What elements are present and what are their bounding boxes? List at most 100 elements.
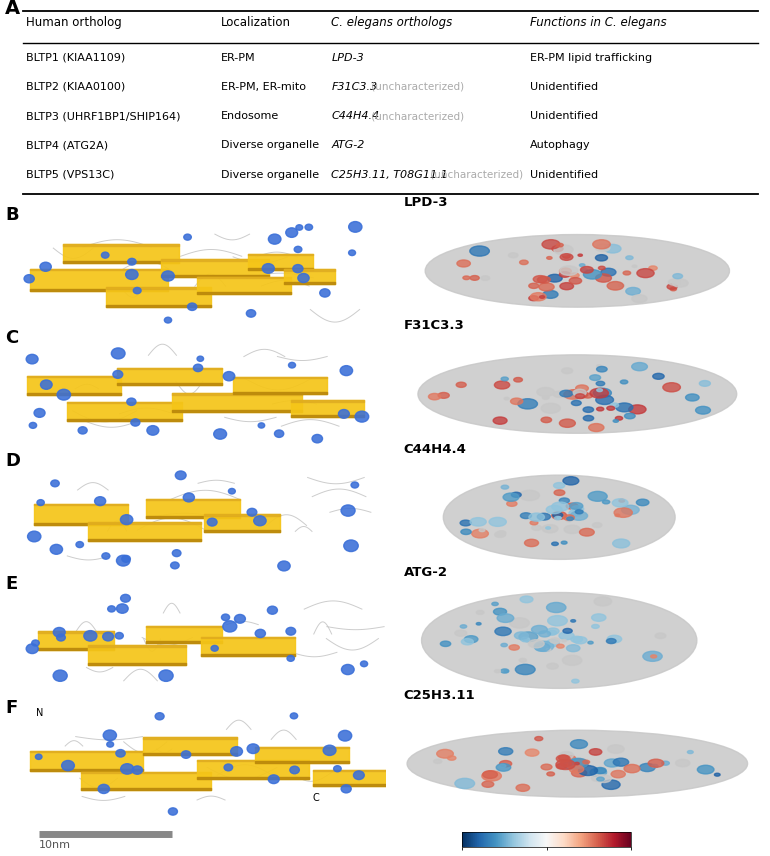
Ellipse shape	[507, 501, 517, 507]
Text: D: D	[5, 452, 20, 470]
Ellipse shape	[531, 526, 541, 531]
Ellipse shape	[547, 603, 566, 613]
Ellipse shape	[580, 514, 588, 518]
Circle shape	[255, 629, 266, 638]
Text: C44H4.4: C44H4.4	[403, 443, 467, 455]
Ellipse shape	[501, 644, 507, 646]
Text: BLTP4 (ATG2A): BLTP4 (ATG2A)	[26, 140, 108, 151]
Circle shape	[34, 408, 45, 418]
Ellipse shape	[547, 615, 567, 626]
Circle shape	[286, 627, 296, 635]
Text: Localization: Localization	[221, 16, 291, 29]
Circle shape	[121, 764, 134, 774]
Ellipse shape	[636, 499, 649, 506]
Circle shape	[349, 250, 356, 256]
Ellipse shape	[557, 517, 561, 519]
Ellipse shape	[554, 490, 565, 496]
Ellipse shape	[573, 390, 588, 398]
Ellipse shape	[629, 405, 646, 413]
Circle shape	[207, 518, 217, 526]
Ellipse shape	[621, 380, 628, 383]
Ellipse shape	[541, 417, 551, 423]
Ellipse shape	[570, 502, 583, 509]
Ellipse shape	[608, 282, 624, 290]
Ellipse shape	[511, 398, 523, 405]
Circle shape	[290, 766, 300, 774]
Ellipse shape	[476, 610, 484, 615]
Ellipse shape	[698, 765, 714, 774]
Ellipse shape	[541, 764, 552, 770]
Circle shape	[126, 270, 138, 280]
Ellipse shape	[571, 769, 587, 777]
Circle shape	[263, 264, 274, 273]
Ellipse shape	[583, 760, 590, 764]
Circle shape	[224, 764, 233, 771]
Ellipse shape	[497, 531, 506, 535]
Circle shape	[338, 730, 352, 741]
Circle shape	[286, 228, 298, 237]
Ellipse shape	[546, 505, 562, 514]
Ellipse shape	[610, 403, 618, 407]
Circle shape	[341, 505, 355, 516]
Ellipse shape	[560, 253, 573, 260]
Ellipse shape	[651, 764, 658, 768]
Circle shape	[62, 760, 75, 770]
Text: Endosome: Endosome	[221, 111, 280, 122]
Circle shape	[53, 627, 65, 637]
Ellipse shape	[425, 235, 729, 307]
Text: ATG-2: ATG-2	[403, 566, 447, 579]
Ellipse shape	[547, 772, 554, 776]
Ellipse shape	[496, 764, 511, 771]
Ellipse shape	[581, 266, 593, 273]
Ellipse shape	[589, 749, 602, 755]
Ellipse shape	[597, 365, 601, 367]
Text: ER-PM: ER-PM	[221, 53, 256, 62]
Ellipse shape	[547, 628, 559, 634]
Ellipse shape	[460, 520, 471, 526]
Ellipse shape	[648, 759, 664, 767]
Ellipse shape	[444, 475, 675, 559]
Ellipse shape	[470, 276, 479, 280]
Ellipse shape	[554, 483, 564, 489]
Circle shape	[116, 603, 128, 613]
Ellipse shape	[540, 295, 544, 299]
Ellipse shape	[537, 514, 551, 520]
Text: Human ortholog: Human ortholog	[26, 16, 122, 29]
Ellipse shape	[497, 614, 514, 622]
Ellipse shape	[590, 768, 607, 776]
Ellipse shape	[613, 419, 618, 422]
Ellipse shape	[573, 392, 583, 397]
Ellipse shape	[552, 246, 563, 252]
Ellipse shape	[591, 614, 606, 621]
Circle shape	[351, 482, 359, 488]
Ellipse shape	[499, 747, 513, 755]
Circle shape	[122, 556, 130, 562]
Text: Unidentified: Unidentified	[530, 111, 598, 122]
Ellipse shape	[567, 645, 580, 651]
Ellipse shape	[602, 780, 620, 789]
Circle shape	[147, 425, 159, 435]
Ellipse shape	[576, 385, 588, 391]
Ellipse shape	[611, 770, 625, 778]
Ellipse shape	[551, 502, 569, 511]
Ellipse shape	[547, 257, 552, 259]
Ellipse shape	[564, 514, 574, 520]
Circle shape	[29, 422, 37, 428]
Ellipse shape	[563, 254, 571, 259]
Circle shape	[172, 550, 181, 556]
Ellipse shape	[566, 519, 571, 522]
Text: Functions in C. elegans: Functions in C. elegans	[530, 16, 666, 29]
Text: Autophagy: Autophagy	[530, 140, 591, 151]
Circle shape	[343, 540, 358, 551]
Ellipse shape	[560, 271, 571, 277]
Ellipse shape	[575, 394, 584, 399]
Circle shape	[113, 371, 122, 378]
Ellipse shape	[571, 511, 588, 520]
Ellipse shape	[531, 626, 547, 633]
Ellipse shape	[510, 618, 530, 628]
Ellipse shape	[614, 508, 632, 517]
Circle shape	[289, 362, 296, 368]
Text: E: E	[5, 575, 17, 593]
Circle shape	[246, 310, 256, 318]
Ellipse shape	[511, 492, 521, 497]
